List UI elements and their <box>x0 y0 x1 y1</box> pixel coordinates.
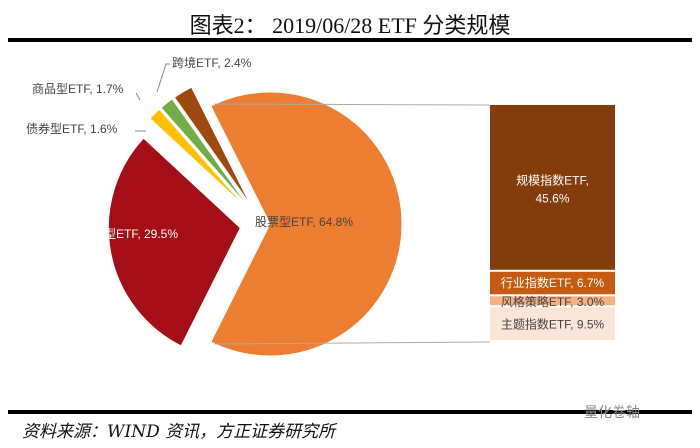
pie-slice-3 <box>160 98 249 208</box>
leader-line-commodity <box>135 92 141 101</box>
pie-slice-0 <box>210 91 403 357</box>
pie-label-stock: 股票型ETF, 64.8% <box>255 215 353 229</box>
leader-line-crossborder <box>156 63 170 93</box>
pie-label-bond: 债券型ETF, 1.6% <box>26 121 118 136</box>
pie-slice-4 <box>173 86 252 206</box>
pie-slice-1 <box>107 137 241 347</box>
bottom-rule <box>8 410 692 414</box>
bar-label-theme: 主题指数ETF, 9.5% <box>501 317 605 332</box>
chart-title: 图表2： 2019/06/28 ETF 分类规模 <box>189 13 511 38</box>
bar-label-scale-line2: 45.6% <box>535 191 569 205</box>
pie-slice-2 <box>149 108 248 209</box>
bar-label-style: 风格策略ETF, 3.0% <box>501 294 605 309</box>
bar-label-industry: 行业指数ETF, 6.7% <box>501 275 605 290</box>
source-note: 资料来源：WIND 资讯，方正证券研究所 <box>22 422 336 442</box>
watermark: 量化卷轴 <box>584 404 640 420</box>
bar-label-scale-line1: 规模指数ETF, <box>516 172 589 187</box>
top-rule <box>8 38 692 42</box>
bar-segment-0 <box>490 105 615 270</box>
connector-line-bottom <box>214 341 491 345</box>
bar-segment-3 <box>490 307 615 340</box>
connector-line-top <box>214 103 491 106</box>
pie-label-money: 货币型ETF, 29.5% <box>80 226 178 241</box>
bar-segment-1 <box>490 271 615 295</box>
pie-label-commodity: 商品型ETF, 1.7% <box>32 81 124 96</box>
pie-label-crossborder: 跨境ETF, 2.4% <box>172 55 252 70</box>
bar-segment-2 <box>490 296 615 306</box>
